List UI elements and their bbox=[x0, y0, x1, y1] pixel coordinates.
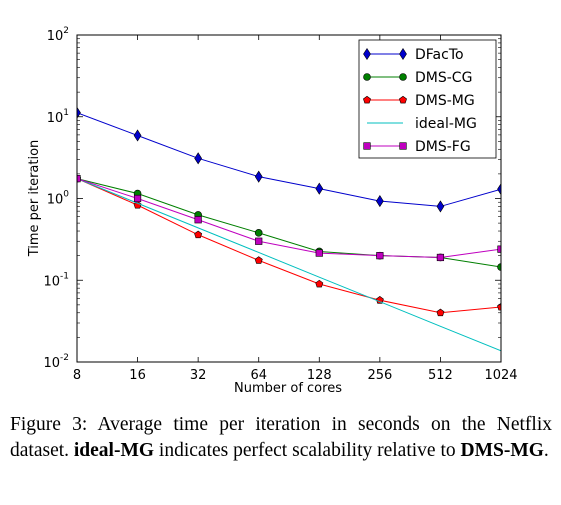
legend-label: DMS-CG bbox=[415, 70, 472, 86]
figure-caption: Figure 3: Average time per iteration in … bbox=[10, 412, 552, 464]
caption-prefix: Figure 3: Average time per iteration in … bbox=[10, 414, 552, 461]
legend-entry-dms-cg: DMS-CG bbox=[363, 70, 472, 86]
series-line-dfacto bbox=[77, 112, 501, 207]
legend-marker bbox=[363, 95, 371, 104]
legend-marker bbox=[399, 95, 407, 104]
y-axis-label: Time per iteration bbox=[27, 140, 42, 258]
legend-entry-ideal-mg: ideal-MG bbox=[367, 116, 477, 132]
data-point-dms-fg bbox=[77, 175, 81, 183]
y-tick-label: 10-2 bbox=[43, 353, 69, 371]
legend-marker bbox=[399, 73, 407, 81]
data-point-dfacto bbox=[77, 106, 81, 119]
data-point-dfacto bbox=[254, 170, 263, 183]
y-tick-label: 100 bbox=[47, 190, 70, 208]
x-tick-label: 1024 bbox=[484, 368, 517, 383]
x-tick-label: 128 bbox=[307, 368, 332, 383]
series-line-dms-mg bbox=[77, 178, 501, 314]
legend-box bbox=[358, 39, 497, 159]
caption-suffix: . bbox=[543, 440, 549, 461]
data-point-dfacto bbox=[315, 182, 324, 195]
chart-svg: 8 16 32 64 128 256 512 1024 10-2 10-1 100 101 102 DF… bbox=[27, 26, 518, 396]
data-point-dms-mg bbox=[375, 296, 384, 304]
data-point-dms-fg bbox=[255, 237, 263, 245]
data-point-dms-mg bbox=[436, 308, 445, 317]
legend-marker bbox=[363, 47, 371, 61]
series-line-ideal-mg bbox=[77, 178, 501, 352]
y-tick-label: 10-1 bbox=[43, 271, 69, 289]
data-point-dms-mg bbox=[254, 256, 263, 264]
data-point-dfacto bbox=[436, 200, 445, 213]
legend-marker bbox=[399, 47, 407, 61]
legend-entry-dms-mg: DMS-MG bbox=[363, 93, 475, 109]
data-point-dms-cg bbox=[254, 229, 263, 237]
y-tick-label: 101 bbox=[47, 108, 69, 126]
x-tick-label: 32 bbox=[190, 368, 207, 383]
legend-label: DFacTo bbox=[415, 47, 464, 63]
data-point-dfacto bbox=[376, 195, 384, 208]
data-point-dms-fg bbox=[436, 253, 445, 262]
legend: DFacTo DMS-CG DMS-MG ideal-MG DMS-FG bbox=[358, 39, 497, 159]
legend-entry-dfacto: DFacTo bbox=[363, 47, 464, 63]
x-axis-label: Number of cores bbox=[234, 381, 342, 396]
data-point-dfacto bbox=[133, 129, 142, 142]
x-tick-label: 16 bbox=[129, 368, 146, 383]
data-point-dms-cg bbox=[497, 263, 501, 271]
data-point-dms-fg bbox=[497, 245, 501, 253]
legend-marker bbox=[399, 142, 407, 150]
series-line-dms-fg bbox=[77, 178, 501, 258]
legend-marker bbox=[363, 142, 371, 150]
data-point-dms-fg bbox=[376, 252, 384, 260]
data-point-dfacto bbox=[194, 152, 202, 165]
legend-entry-dms-fg: DMS-FG bbox=[363, 139, 471, 155]
data-point-dms-fg bbox=[194, 216, 202, 224]
data-point-dms-fg bbox=[315, 249, 323, 257]
data-point-dms-mg bbox=[194, 230, 203, 239]
legend-marker bbox=[363, 73, 371, 81]
x-tick-label: 64 bbox=[250, 368, 267, 383]
legend-label: ideal-MG bbox=[415, 116, 477, 132]
x-tick-label: 512 bbox=[428, 368, 453, 383]
x-tick-label: 256 bbox=[367, 368, 392, 383]
legend-label: DMS-MG bbox=[415, 93, 475, 109]
x-tick-label: 8 bbox=[73, 368, 81, 383]
series-ideal-mg bbox=[77, 178, 501, 352]
series-dms-fg bbox=[77, 175, 501, 262]
data-point-dfacto bbox=[497, 183, 501, 196]
data-point-dms-fg bbox=[133, 194, 142, 203]
caption-bold-dms: DMS-MG bbox=[460, 440, 544, 461]
data-point-dms-mg bbox=[315, 279, 324, 288]
y-tick-label: 102 bbox=[47, 26, 69, 44]
legend-label: DMS-FG bbox=[415, 139, 471, 155]
chart-figure: 8 16 32 64 128 256 512 1024 10-2 10-1 100 101 102 DF… bbox=[27, 26, 518, 396]
axes-layer: 8 16 32 64 128 256 512 1024 10-2 10-1 100 101 102 bbox=[43, 26, 517, 383]
series-dfacto bbox=[77, 106, 501, 213]
caption-middle: indicates perfect scalability relative t… bbox=[154, 440, 461, 461]
caption-bold-ideal: ideal-MG bbox=[73, 440, 155, 461]
series-layer bbox=[77, 106, 501, 352]
